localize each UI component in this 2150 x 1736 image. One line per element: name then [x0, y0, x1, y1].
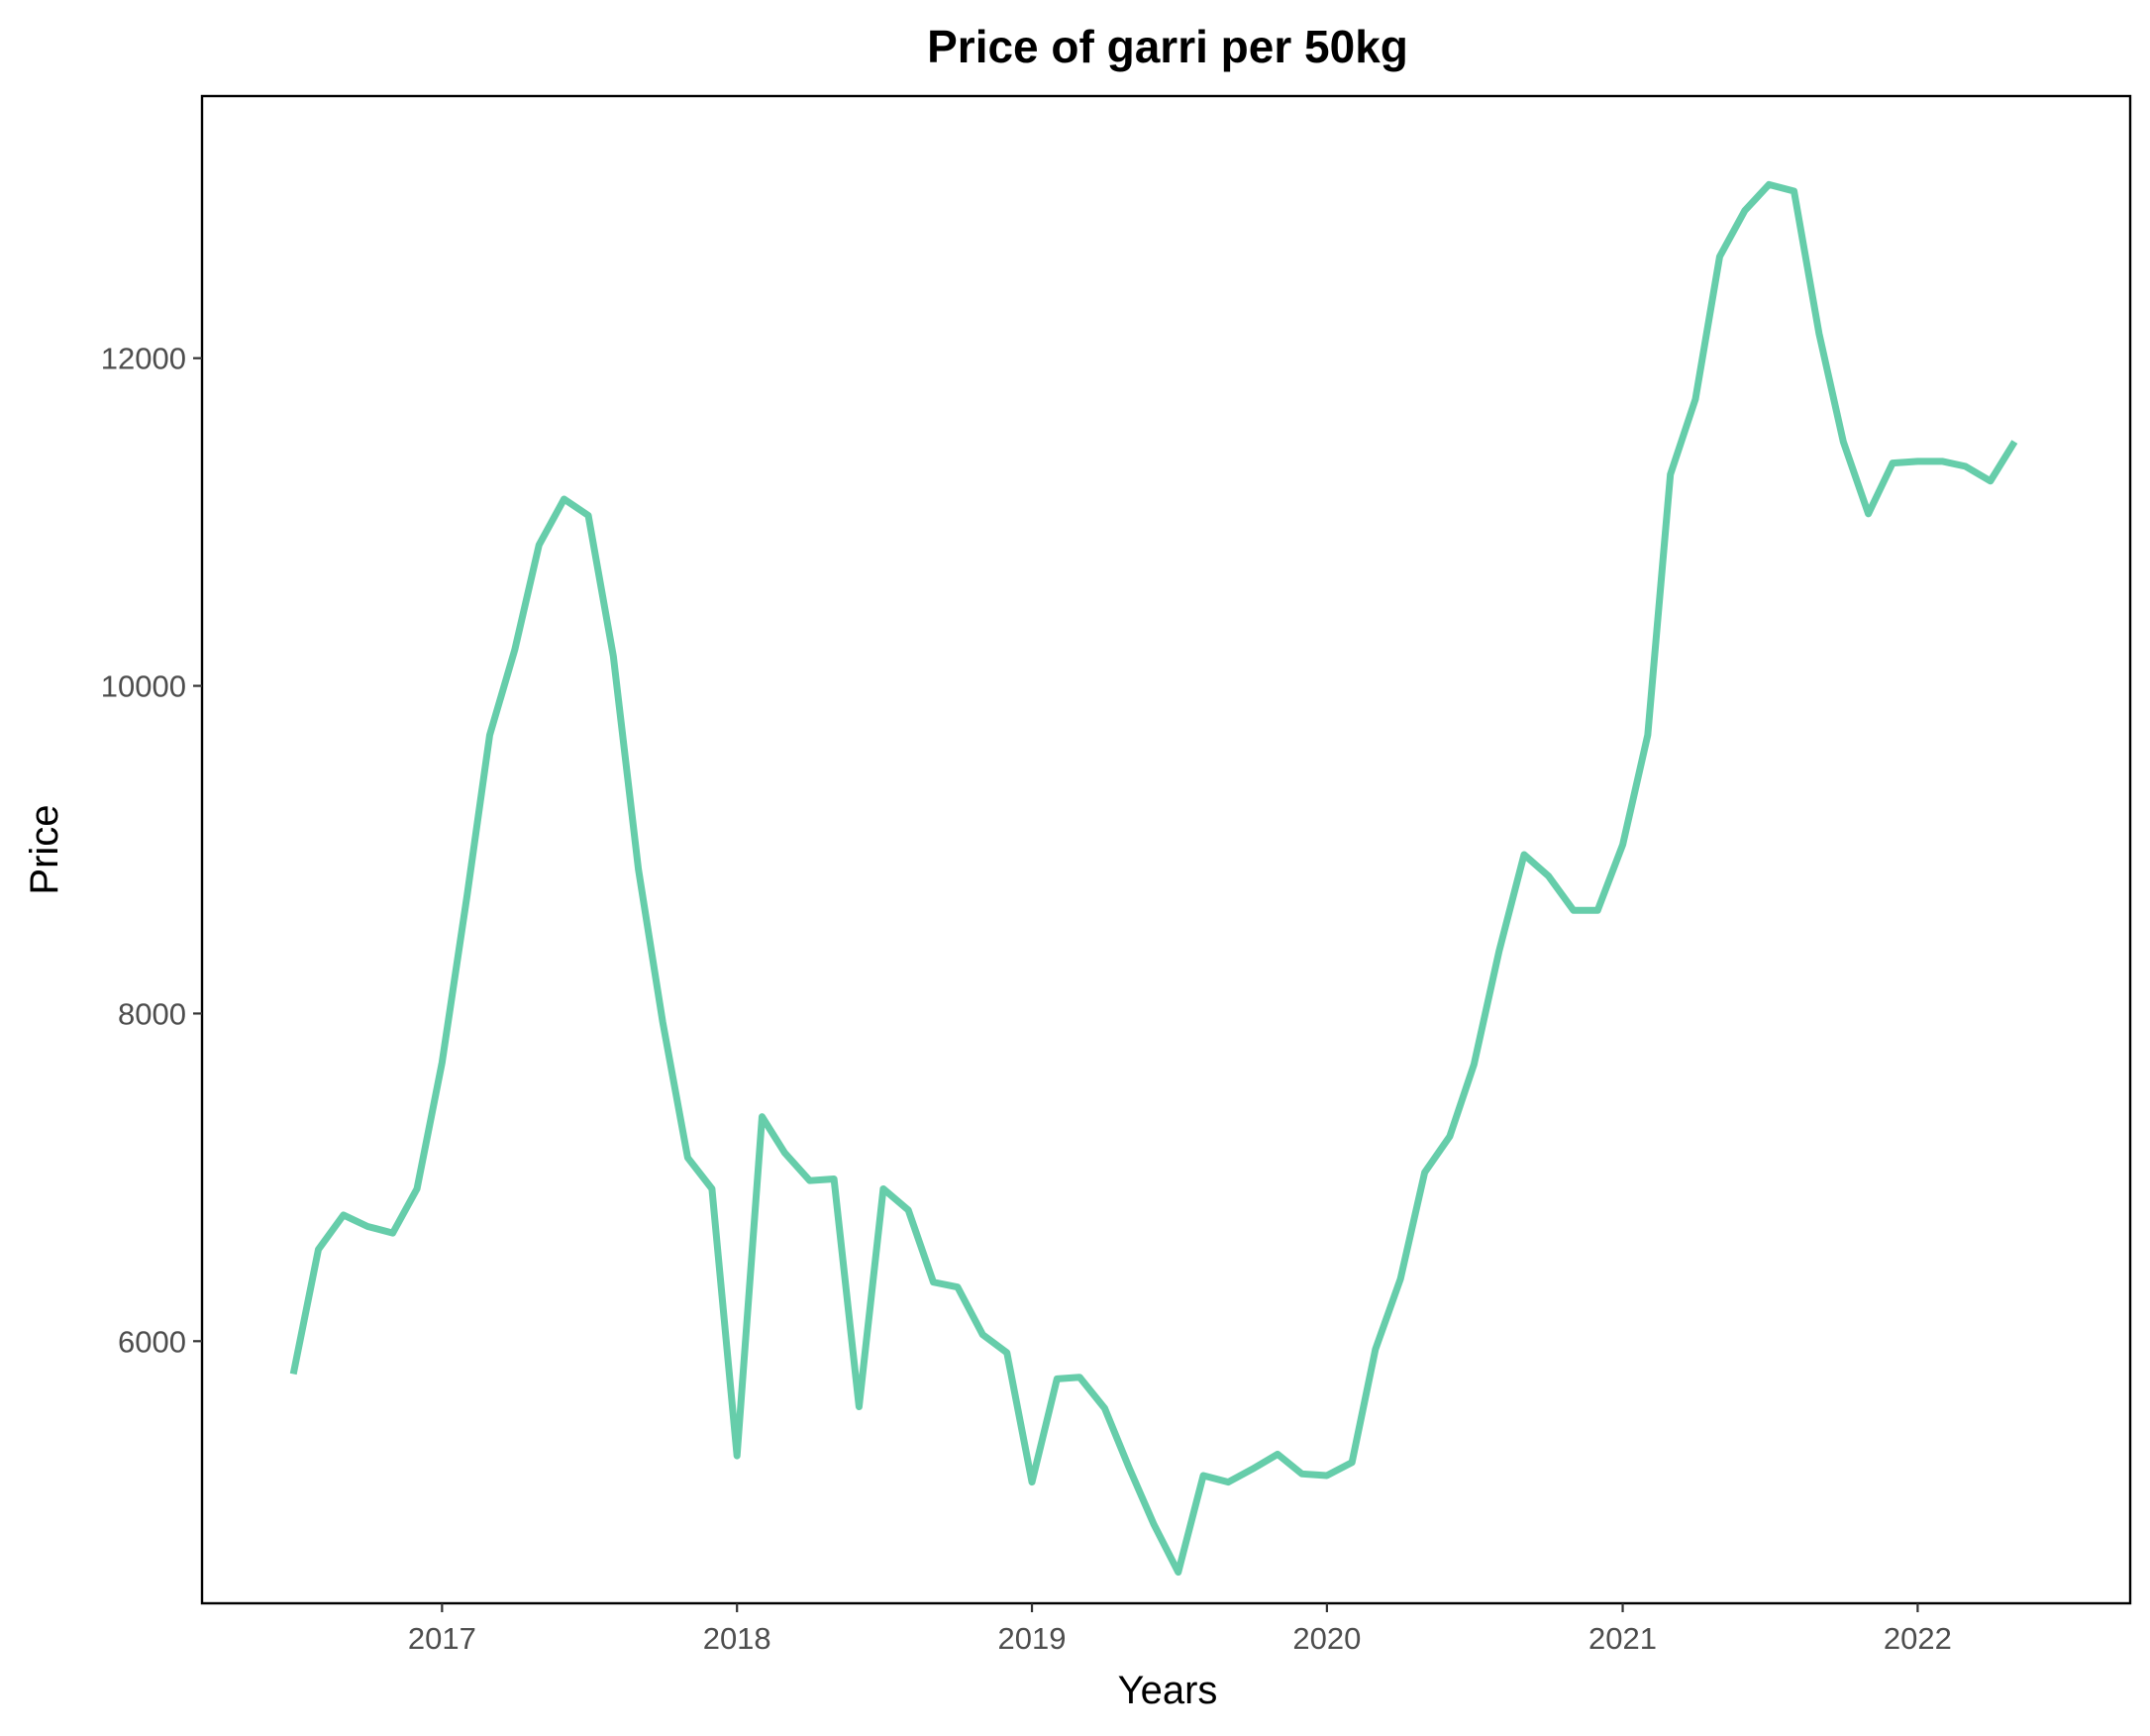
x-tick-label: 2021 [1588, 1621, 1657, 1656]
x-tick-label: 2020 [1292, 1621, 1361, 1656]
y-tick-label: 10000 [101, 669, 186, 704]
x-tick-label: 2018 [703, 1621, 771, 1656]
y-axis-title: Price [23, 804, 66, 894]
y-axis: 6000 8000 10000 12000 [101, 342, 202, 1359]
plot-panel-border [200, 94, 2132, 1605]
x-tick-label: 2022 [1884, 1621, 1952, 1656]
y-tick-label: 8000 [118, 996, 186, 1031]
x-axis: 2017 2018 2019 2020 2021 2022 [408, 1603, 1952, 1656]
chart-title: Price of garri per 50kg [927, 21, 1408, 72]
y-tick-label: 12000 [101, 342, 186, 376]
x-axis-title: Years [1118, 1669, 1218, 1712]
x-tick-label: 2019 [998, 1621, 1067, 1656]
price-series-line [289, 180, 2018, 1577]
x-tick-label: 2017 [408, 1621, 476, 1656]
series-layer [289, 180, 2018, 1577]
y-tick-label: 6000 [118, 1324, 186, 1359]
